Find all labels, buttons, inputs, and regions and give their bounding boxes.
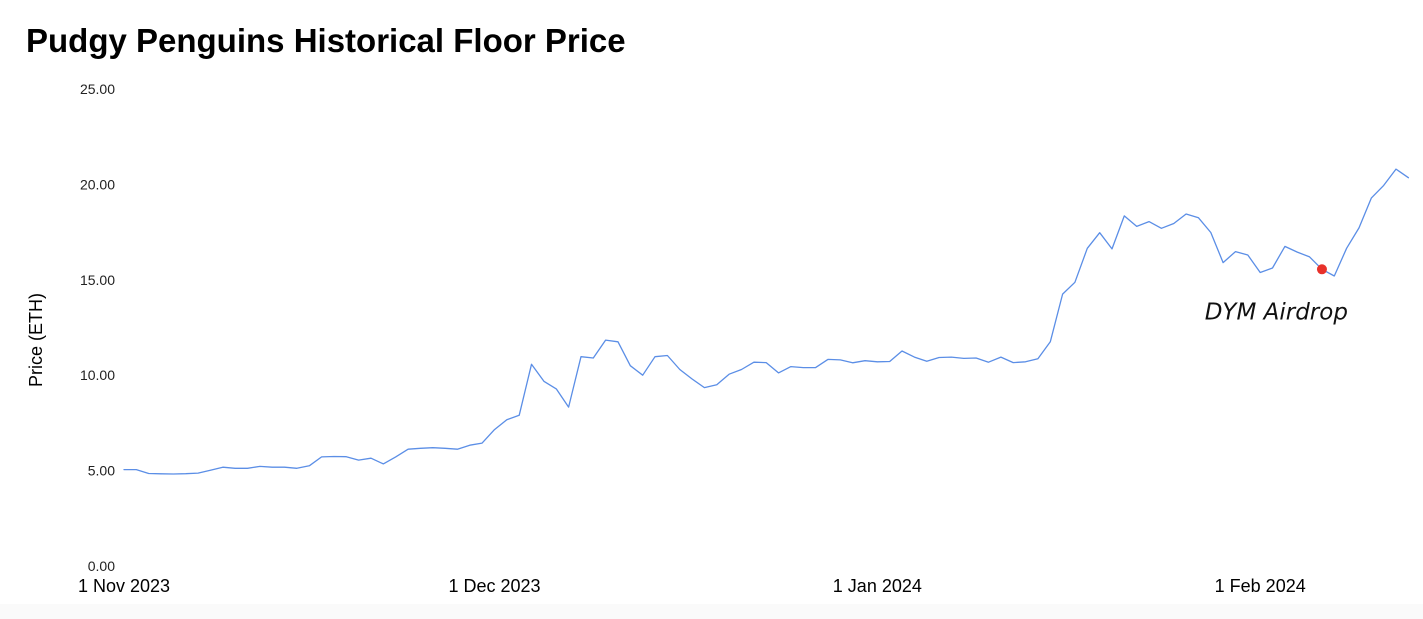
annotation-group: DYM Airdrop [1205, 264, 1348, 325]
x-axis-ticks: 1 Nov 2023 1 Dec 2023 1 Jan 2024 1 Feb 2024 [78, 576, 1306, 596]
bottom-strip [0, 604, 1423, 619]
annotation-label: DYM Airdrop [1205, 299, 1348, 325]
x-tick-label: 1 Dec 2023 [448, 576, 540, 596]
y-tick-label: 25.00 [80, 81, 115, 97]
x-tick-label: 1 Nov 2023 [78, 576, 170, 596]
y-tick-label: 0.00 [88, 558, 115, 574]
y-tick-label: 10.00 [80, 367, 115, 383]
x-tick-label: 1 Feb 2024 [1215, 576, 1306, 596]
chart-title: Pudgy Penguins Historical Floor Price [26, 22, 626, 59]
y-axis-ticks: 0.00 5.00 10.00 15.00 20.00 25.00 [80, 81, 115, 574]
y-tick-label: 15.00 [80, 272, 115, 288]
annotation-marker [1316, 264, 1327, 275]
x-tick-label: 1 Jan 2024 [833, 576, 922, 596]
y-tick-label: 20.00 [80, 176, 115, 192]
series-line [123, 168, 1410, 475]
series-group [123, 168, 1410, 475]
y-tick-label: 5.00 [88, 463, 115, 479]
y-axis-label: Price (ETH) [26, 293, 46, 387]
